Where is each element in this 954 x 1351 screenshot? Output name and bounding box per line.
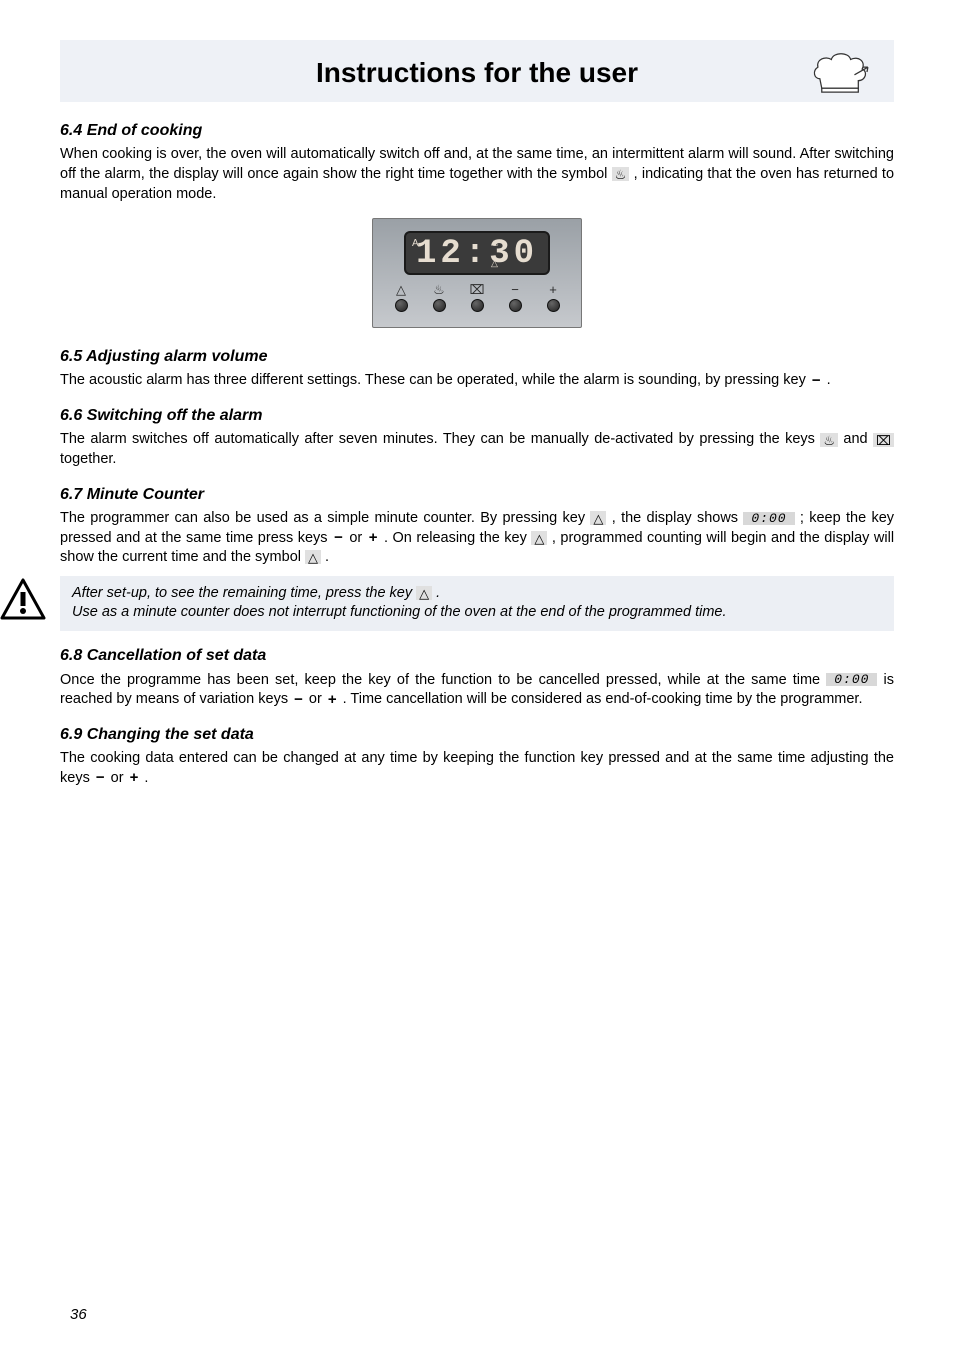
section-heading: 6.8 Cancellation of set data (60, 645, 894, 667)
potx-icon: ⌧ (873, 433, 894, 447)
text: together. (60, 451, 116, 467)
text: and (843, 431, 873, 447)
chef-hat-icon (810, 46, 872, 96)
panel-button-plus[interactable]: + (539, 283, 567, 319)
section-body: The alarm switches off automatically aft… (60, 430, 894, 469)
bell-icon: △ (416, 586, 432, 600)
minus-icon: − (94, 770, 107, 785)
text: The acoustic alarm has three different s… (60, 372, 810, 388)
section-heading: 6.7 Minute Counter (60, 484, 894, 506)
indicator-a: A (412, 237, 419, 251)
plus-icon: + (326, 692, 339, 707)
text: Once the programme has been set, keep th… (60, 672, 826, 688)
text: . Time cancellation will be considered a… (343, 691, 863, 707)
button-dot (547, 299, 560, 312)
warning-triangle-icon (0, 578, 46, 620)
page-number: 36 (70, 1305, 87, 1325)
pot-icon: ♨ (820, 433, 838, 447)
section-body: When cooking is over, the oven will auto… (60, 145, 894, 204)
page-title: Instructions for the user (60, 54, 894, 92)
warning-note: After set-up, to see the remaining time,… (60, 576, 894, 631)
text: , the display shows (612, 510, 744, 526)
text: The programmer can also be used as a sim… (60, 510, 590, 526)
panel-button-minus[interactable]: − (501, 283, 529, 319)
oven-panel: A ♨ △ 12:30 △ ♨ ⌧ − + (372, 218, 582, 328)
plus-icon: + (128, 770, 141, 785)
pot-icon: ♨ (612, 167, 630, 181)
text: Use as a minute counter does not interru… (72, 604, 727, 620)
bell-icon: △ (305, 550, 321, 564)
bell-icon: △ (531, 531, 547, 545)
potx-icon: ⌧ (463, 283, 491, 297)
section-6-6: 6.6 Switching off the alarm The alarm sw… (60, 405, 894, 470)
time-readout: 12:30 (416, 235, 538, 273)
indicator-pot-icon: ♨ (491, 237, 499, 249)
button-dot (509, 299, 522, 312)
bell-icon: △ (387, 283, 415, 297)
text: . (436, 585, 440, 601)
panel-button-bell[interactable]: △ (387, 283, 415, 319)
display-zero-icon: 0:00 (826, 673, 877, 686)
bell-icon: △ (590, 511, 606, 525)
panel-button-potx[interactable]: ⌧ (463, 283, 491, 319)
text: or (349, 530, 366, 546)
button-dot (471, 299, 484, 312)
minus-icon: − (501, 283, 529, 297)
display-figure: A ♨ △ 12:30 △ ♨ ⌧ − + (60, 218, 894, 328)
text: . On releasing the key (384, 530, 531, 546)
section-body: The programmer can also be used as a sim… (60, 509, 894, 568)
section-6-7: 6.7 Minute Counter The programmer can al… (60, 484, 894, 631)
section-heading: 6.6 Switching off the alarm (60, 405, 894, 427)
text: The cooking data entered can be changed … (60, 750, 894, 786)
section-body: The acoustic alarm has three different s… (60, 371, 894, 391)
section-6-4: 6.4 End of cooking When cooking is over,… (60, 120, 894, 204)
title-bar: Instructions for the user (60, 40, 894, 102)
text: or (309, 691, 326, 707)
section-heading: 6.4 End of cooking (60, 120, 894, 142)
section-body: Once the programme has been set, keep th… (60, 671, 894, 710)
display-zero-icon: 0:00 (743, 512, 794, 525)
panel-button-pot[interactable]: ♨ (425, 283, 453, 319)
button-row: △ ♨ ⌧ − + (387, 283, 567, 319)
text: . (144, 770, 148, 786)
plus-icon: + (367, 530, 380, 545)
minus-icon: − (332, 530, 345, 545)
section-body: The cooking data entered can be changed … (60, 749, 894, 788)
section-6-9: 6.9 Changing the set data The cooking da… (60, 724, 894, 789)
minus-icon: − (810, 373, 823, 388)
button-dot (395, 299, 408, 312)
text: or (111, 770, 128, 786)
text: . (325, 549, 329, 565)
indicator-bell-icon: △ (491, 257, 498, 269)
section-heading: 6.5 Adjusting alarm volume (60, 346, 894, 368)
oven-display: A ♨ △ 12:30 (404, 231, 550, 275)
section-6-5: 6.5 Adjusting alarm volume The acoustic … (60, 346, 894, 391)
section-heading: 6.9 Changing the set data (60, 724, 894, 746)
text: . (827, 372, 831, 388)
minus-icon: − (292, 692, 305, 707)
plus-icon: + (539, 283, 567, 297)
section-6-8: 6.8 Cancellation of set data Once the pr… (60, 645, 894, 710)
text: After set-up, to see the remaining time,… (72, 585, 416, 601)
button-dot (433, 299, 446, 312)
pot-icon: ♨ (425, 283, 453, 297)
text: The alarm switches off automatically aft… (60, 431, 820, 447)
